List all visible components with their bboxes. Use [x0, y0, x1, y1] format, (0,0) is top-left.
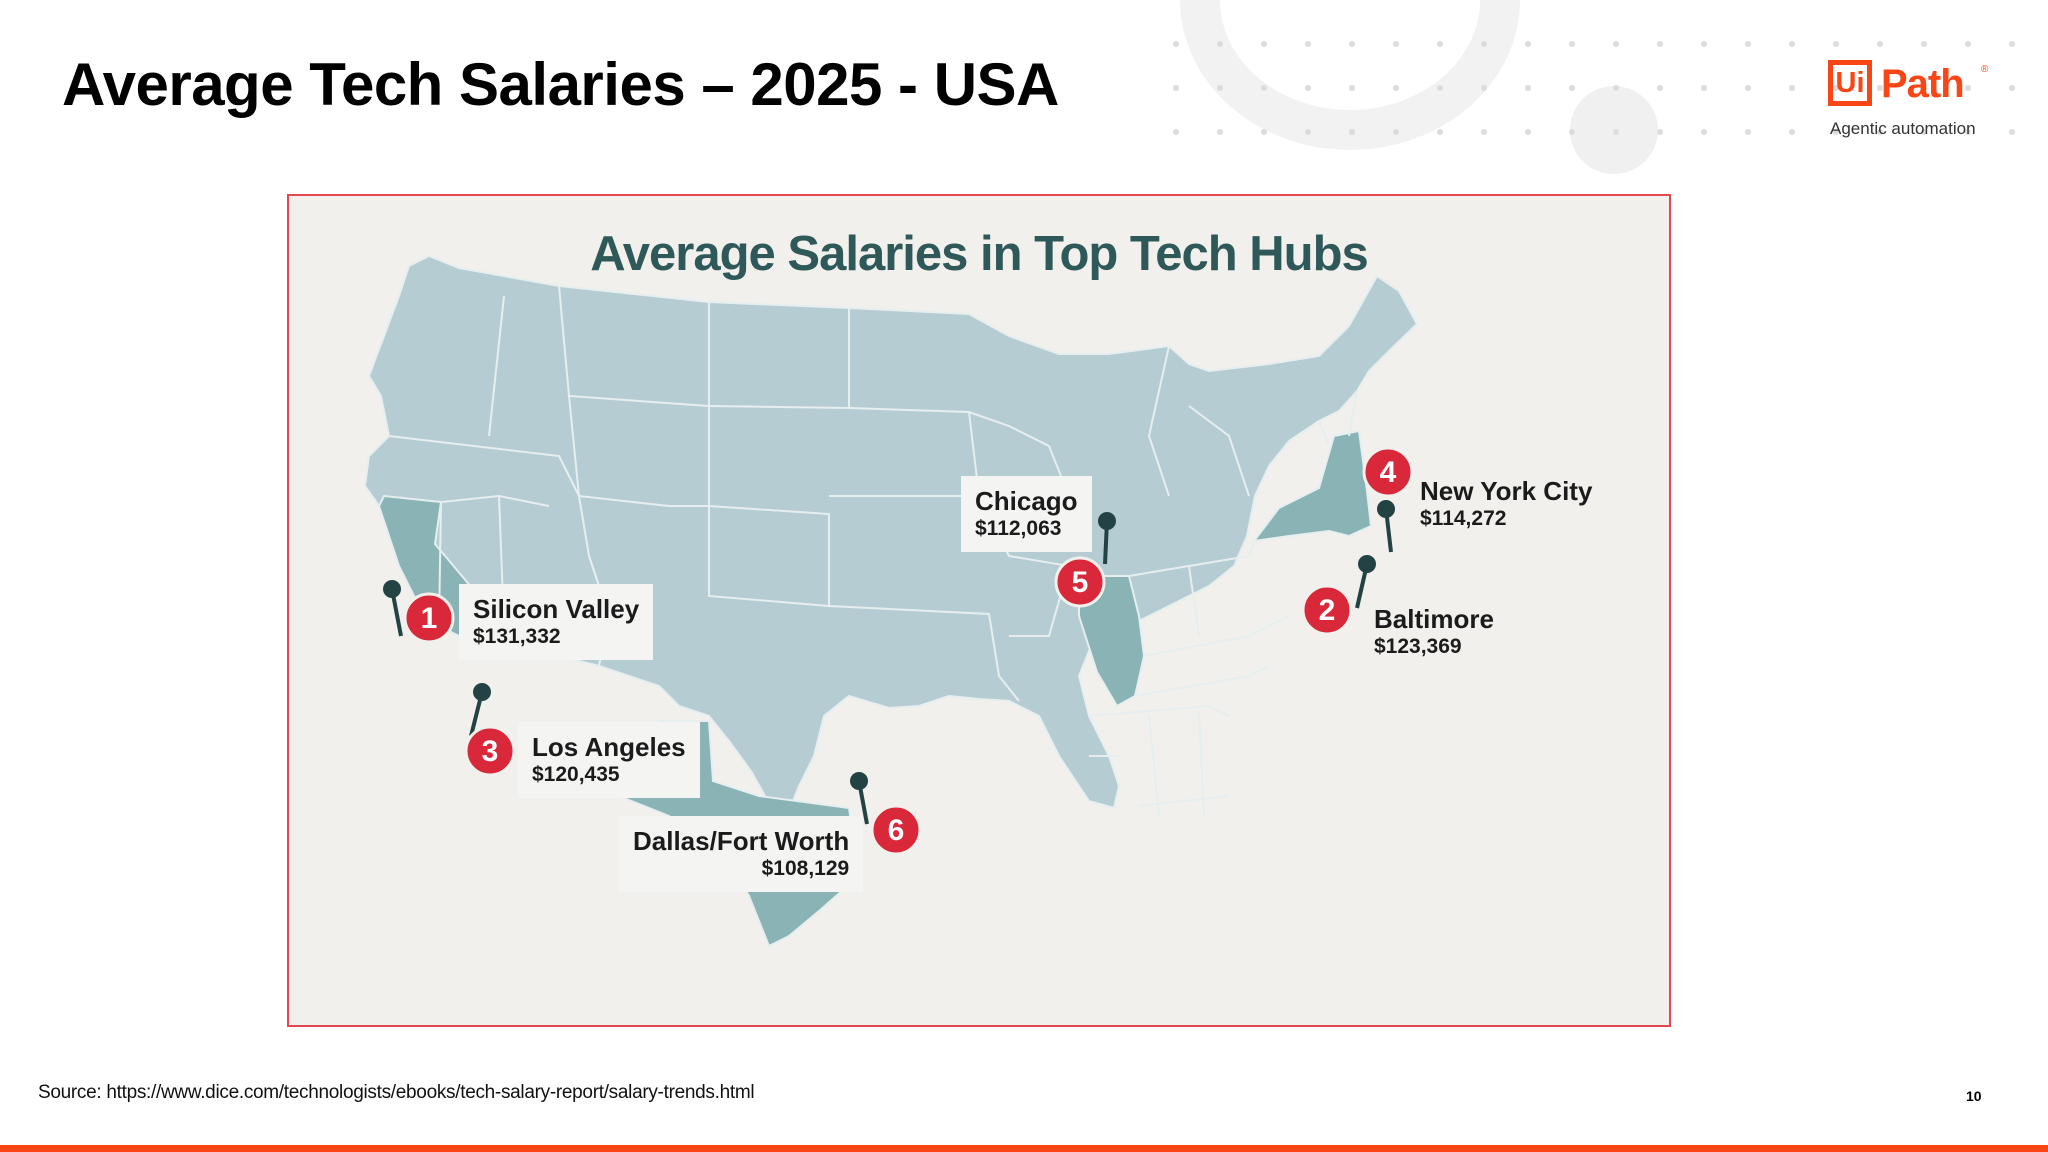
svg-text:1: 1 — [421, 602, 438, 635]
city-name: New York City — [1420, 476, 1593, 506]
badge-los-angeles: 3 — [464, 725, 516, 777]
badge-dallas: 6 — [870, 804, 922, 856]
map-title: Average Salaries in Top Tech Hubs — [590, 227, 1369, 281]
svg-text:2: 2 — [1319, 594, 1336, 627]
city-name: Dallas/Fort Worth — [633, 826, 850, 856]
label-silicon-valley: Silicon Valley $131,332 — [459, 584, 654, 660]
badge-silicon-valley: 1 — [403, 592, 455, 644]
salary-value: $108,129 — [761, 857, 850, 880]
logo-brand: Path — [1881, 62, 1965, 106]
salary-value: $123,369 — [1374, 635, 1462, 658]
logo-box: Ui — [1828, 60, 1872, 106]
label-dallas: Dallas/Fort Worth $108,129 — [619, 816, 864, 892]
label-baltimore: Baltimore $123,369 — [1374, 604, 1494, 660]
label-new-york: New York City $114,272 — [1420, 476, 1592, 532]
usa-map: 1 2 3 4 5 6 — [363, 254, 1419, 948]
label-chicago: Chicago $112,063 — [961, 476, 1092, 552]
pin-baltimore — [1355, 555, 1376, 609]
city-name: Chicago — [975, 486, 1078, 516]
svg-text:3: 3 — [482, 735, 499, 768]
salary-value: $120,435 — [532, 763, 620, 786]
page-number: 10 — [1966, 1088, 1982, 1104]
uipath-logo: Ui Path ® Agentic automation — [1828, 56, 1998, 142]
label-los-angeles: Los Angeles $120,435 — [518, 722, 700, 798]
pin-los-angeles — [469, 683, 491, 737]
city-name: Los Angeles — [532, 732, 686, 762]
badge-baltimore: 2 — [1301, 584, 1353, 636]
salary-value: $131,332 — [473, 625, 561, 648]
salary-value: $112,063 — [975, 517, 1062, 540]
logo-tagline: Agentic automation — [1830, 119, 1976, 138]
city-name: Baltimore — [1374, 604, 1494, 634]
badge-chicago: 5 — [1054, 556, 1106, 608]
pin-chicago — [1098, 512, 1116, 565]
city-name: Silicon Valley — [473, 594, 640, 624]
svg-text:6: 6 — [888, 814, 905, 847]
salary-value: $114,272 — [1420, 507, 1507, 530]
logo-registered: ® — [1981, 64, 1989, 75]
badge-new-york: 4 — [1362, 446, 1414, 498]
bottom-accent-bar — [0, 1145, 2048, 1152]
pin-dallas — [850, 772, 869, 825]
decorative-pattern — [1173, 0, 2015, 174]
svg-text:4: 4 — [1380, 456, 1397, 489]
source-citation: Source: https://www.dice.com/technologis… — [38, 1082, 755, 1103]
pin-silicon-valley — [383, 580, 403, 637]
salary-map-figure: Average Salaries in Top Tech Hubs — [287, 194, 1671, 1027]
slide-title: Average Tech Salaries – 2025 - USA — [62, 51, 1059, 118]
svg-text:5: 5 — [1072, 566, 1089, 599]
state-new-york — [1251, 429, 1373, 543]
pin-new-york — [1377, 500, 1395, 553]
